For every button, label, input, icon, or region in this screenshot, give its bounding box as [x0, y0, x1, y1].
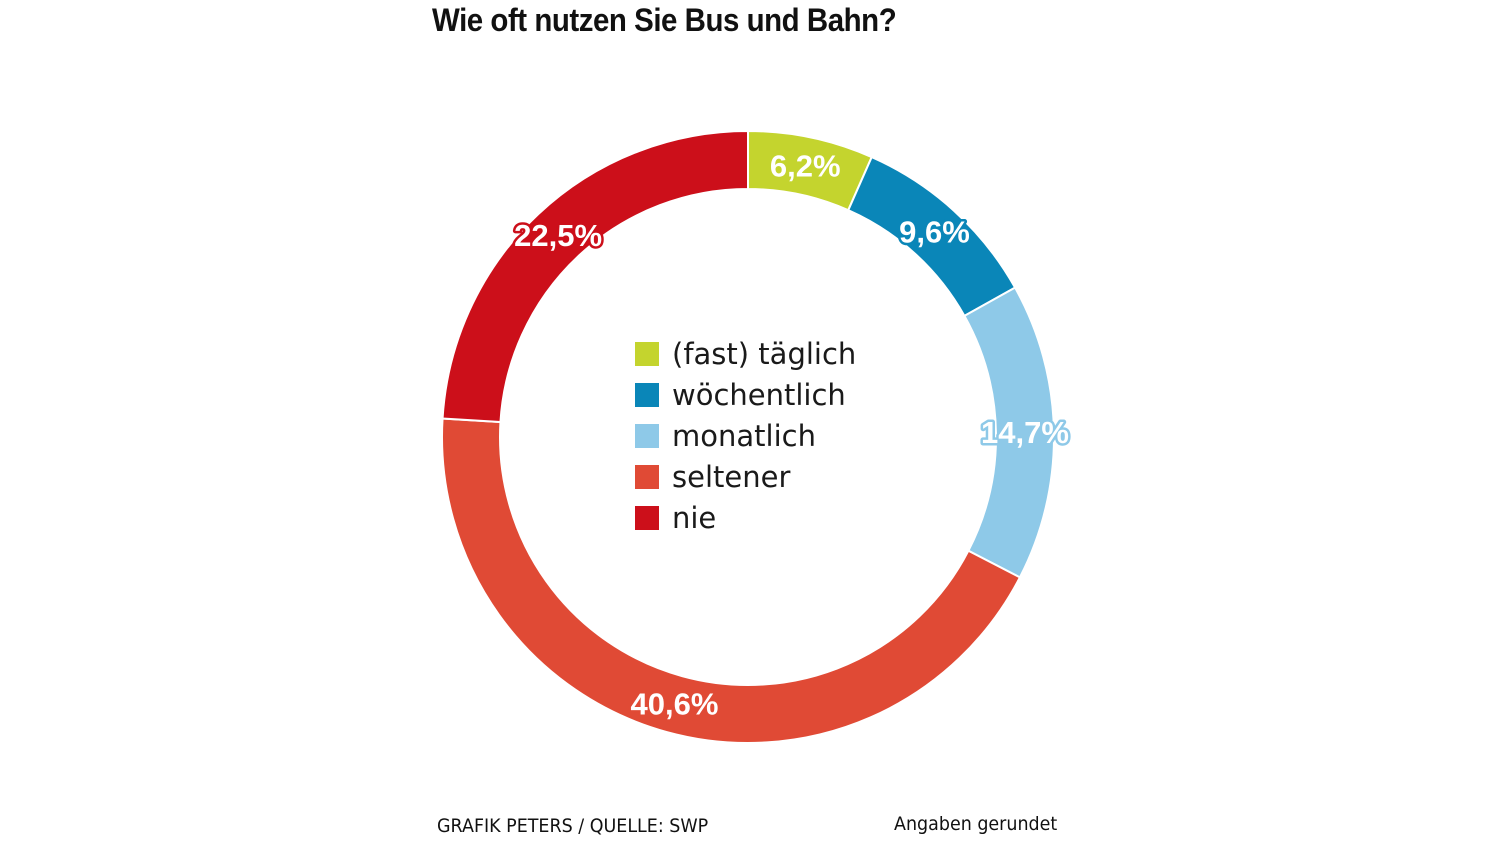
legend-label-4: seltener	[672, 460, 790, 494]
legend-label-2: wöchentlich	[672, 378, 846, 412]
legend-label-5: nie	[672, 501, 716, 535]
value-label-5: 22,5%	[514, 218, 602, 253]
value-label-4: 40,6%	[631, 687, 719, 722]
value-label-1: 6,2%	[770, 148, 841, 183]
legend-swatch-3	[635, 424, 659, 448]
donut-slice-5	[441, 129, 749, 424]
donut-slice-4	[441, 417, 1022, 744]
source-credit: GRAFIK PETERS / QUELLE: SWP	[437, 815, 709, 837]
value-label-3: 14,7%	[981, 415, 1069, 450]
legend-label-1: (fast) täglich	[672, 337, 856, 371]
chart-title: Wie oft nutzen Sie Bus und Bahn?	[432, 2, 897, 38]
legend-swatch-1	[635, 342, 659, 366]
rounding-note: Angaben gerundet	[894, 813, 1058, 835]
value-label-2: 9,6%	[899, 215, 970, 250]
legend-label-3: monatlich	[672, 419, 816, 453]
legend-swatch-5	[635, 506, 659, 530]
legend-swatch-4	[635, 465, 659, 489]
legend-swatch-2	[635, 383, 659, 407]
